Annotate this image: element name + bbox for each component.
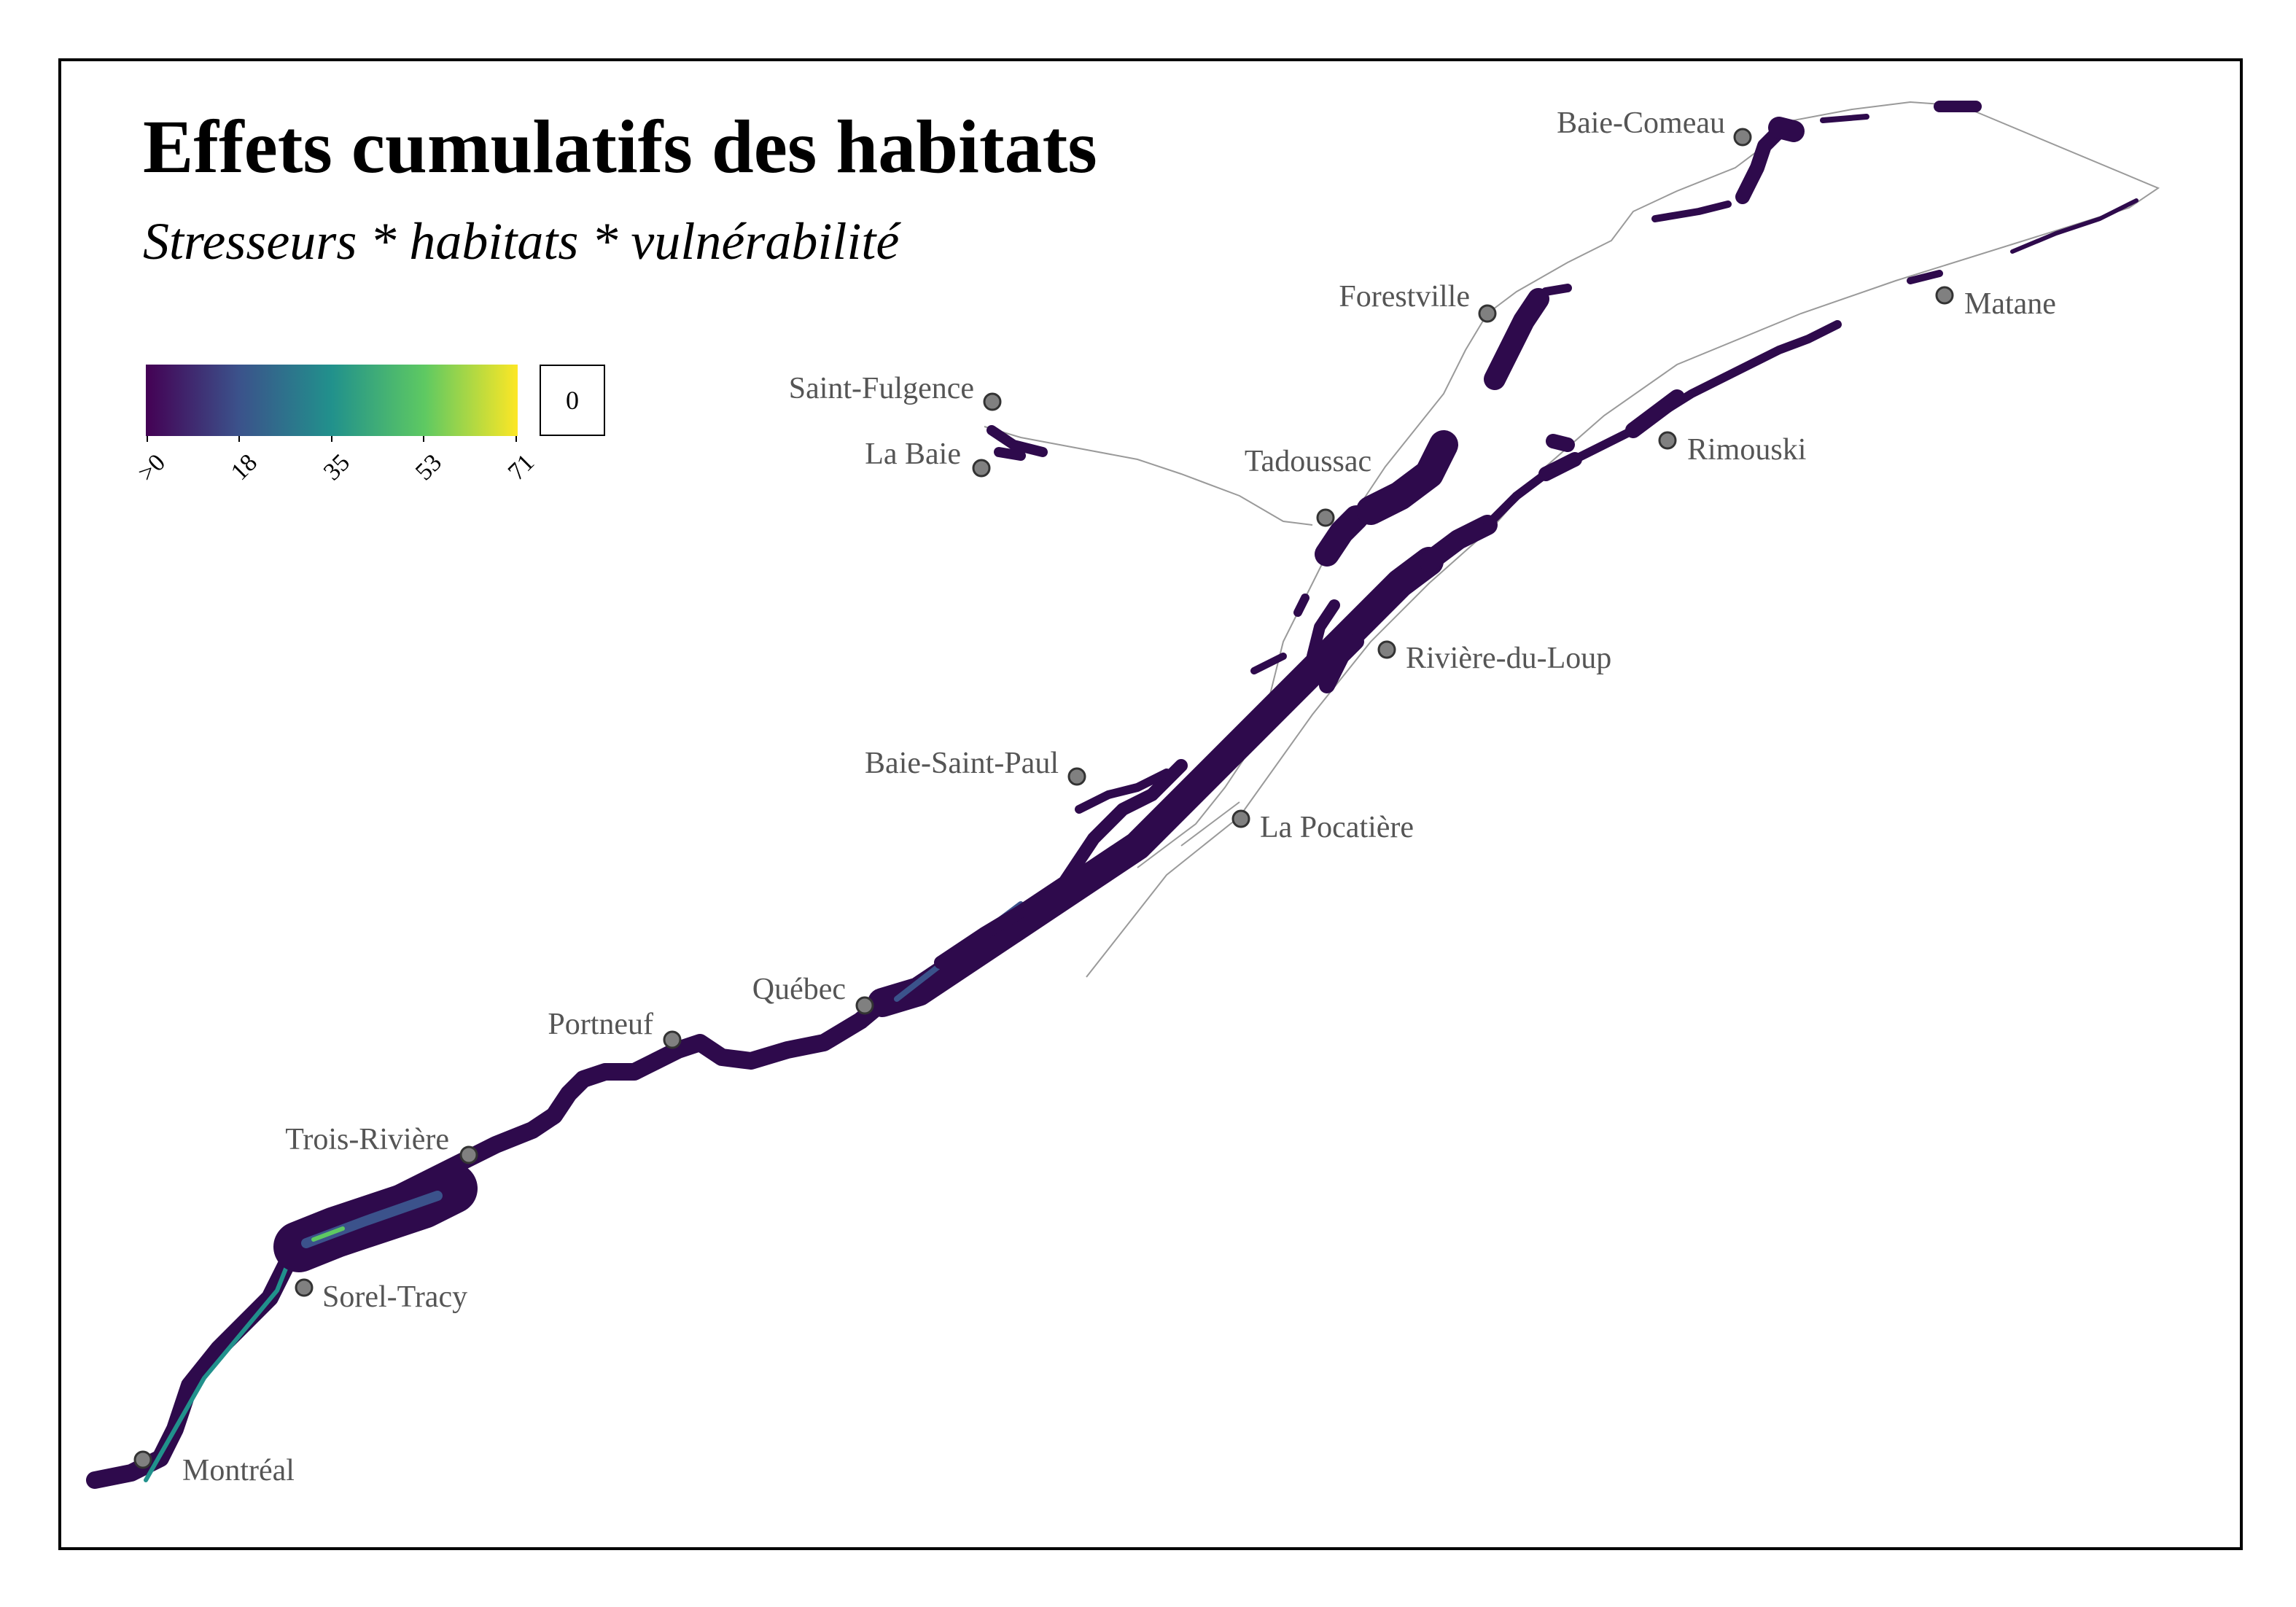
map-title: Effets cumulatifs des habitats [143, 105, 1097, 189]
legend-tick-label: 18 [226, 449, 262, 486]
city-label: Forestville [1339, 280, 1470, 314]
city-saint-fulgence[interactable]: Saint-Fulgence [789, 372, 1002, 411]
city-baie-comeau[interactable]: Baie-Comeau [1557, 106, 1752, 147]
map-frame [58, 58, 2243, 1550]
legend-tick-label: 35 [319, 449, 355, 486]
legend-tick-label: 71 [503, 449, 540, 486]
city-label: Rivière-du-Loup [1406, 642, 1611, 675]
city-montreal[interactable]: Montréal [133, 1450, 295, 1487]
city-sorel-tracy[interactable]: Sorel-Tracy [295, 1278, 467, 1314]
city-label: Montréal [182, 1454, 295, 1487]
city-label: Québec [752, 973, 846, 1006]
legend-ticks: >0 18 35 53 71 [133, 436, 540, 487]
city-portneuf[interactable]: Portneuf [548, 1008, 682, 1049]
city-label: Sorel-Tracy [322, 1280, 467, 1314]
city-tadoussac[interactable]: Tadoussac [1245, 445, 1371, 527]
city-label: Saint-Fulgence [789, 372, 974, 405]
city-matane[interactable]: Matane [1935, 286, 2056, 321]
city-label: Matane [1964, 287, 2056, 321]
city-label: Portneuf [548, 1008, 653, 1041]
city-label: La Baie [865, 437, 961, 471]
city-label: Tadoussac [1245, 445, 1371, 478]
city-forestville[interactable]: Forestville [1339, 280, 1497, 323]
city-label: Baie-Comeau [1557, 106, 1725, 140]
city-rimouski[interactable]: Rimouski [1658, 431, 1806, 467]
city-label: La Pocatière [1260, 811, 1414, 844]
map-subtitle: Stresseurs * habitats * vulnérabilité [143, 212, 900, 271]
city-label: Rimouski [1687, 433, 1806, 467]
city-riviere-du-loup[interactable]: Rivière-du-Loup [1377, 640, 1611, 675]
city-quebec[interactable]: Québec [752, 973, 874, 1015]
city-la-pocatiere[interactable]: La Pocatière [1231, 809, 1414, 844]
city-label: Trois-Rivière [285, 1123, 449, 1156]
city-baie-saint-paul[interactable]: Baie-Saint-Paul [865, 747, 1086, 786]
habitat-raster [86, 101, 2139, 1489]
coastline [984, 101, 2160, 978]
city-la-baie[interactable]: La Baie [865, 437, 991, 478]
legend-tick-label: 53 [410, 449, 447, 486]
city-trois-riviere[interactable]: Trois-Rivière [285, 1123, 478, 1164]
legend-colorbar [146, 365, 518, 436]
city-label: Baie-Saint-Paul [865, 747, 1059, 780]
legend-zero-box: 0 [540, 365, 605, 436]
legend-tick-label: >0 [133, 449, 171, 487]
city-layer: Baie-Comeau Forestville Matane Saint-Ful… [133, 106, 2056, 1487]
